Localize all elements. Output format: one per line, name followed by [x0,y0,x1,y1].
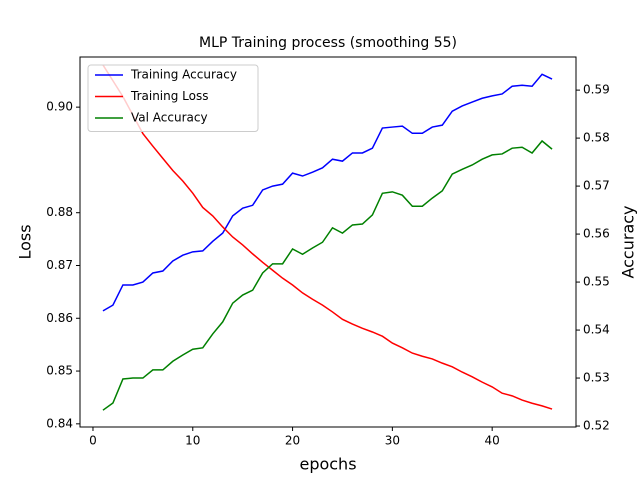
y2-tick-label: 0.53 [583,371,610,385]
series-line [102,139,553,411]
y-tick-label: 0.88 [46,205,73,219]
x-tick-label: 30 [385,434,400,448]
legend-box [87,64,259,132]
legend-label: Training Loss [130,89,208,103]
y2-tick-label: 0.55 [583,275,610,289]
x-tick-label: 20 [285,434,300,448]
legend-label: Val Accuracy [131,111,208,125]
x-axis-label: epochs [299,455,356,474]
y2-tick-label: 0.52 [583,419,610,433]
plot-frame [79,56,577,428]
series-line [102,64,553,410]
x-tick-label: 40 [485,434,500,448]
x-tick-label: 0 [89,434,97,448]
y2-tick-label: 0.58 [583,131,610,145]
y-tick-label: 0.90 [46,100,73,114]
legend-label: Training Accuracy [130,68,237,82]
y2-tick-label: 0.56 [583,227,610,241]
y2-axis-label: Accuracy [619,205,638,278]
x-tick-label: 10 [185,434,200,448]
y2-tick-label: 0.59 [583,83,610,97]
y-tick-label: 0.85 [46,364,73,378]
y-tick-label: 0.87 [46,258,73,272]
y2-tick-label: 0.54 [583,323,610,337]
y2-tick-label: 0.57 [583,179,610,193]
series-line [102,73,553,312]
chart-title: MLP Training process (smoothing 55) [199,35,457,51]
y-axis-label: Loss [16,224,35,259]
y-tick-label: 0.86 [46,311,73,325]
y-tick-label: 0.84 [46,416,73,430]
